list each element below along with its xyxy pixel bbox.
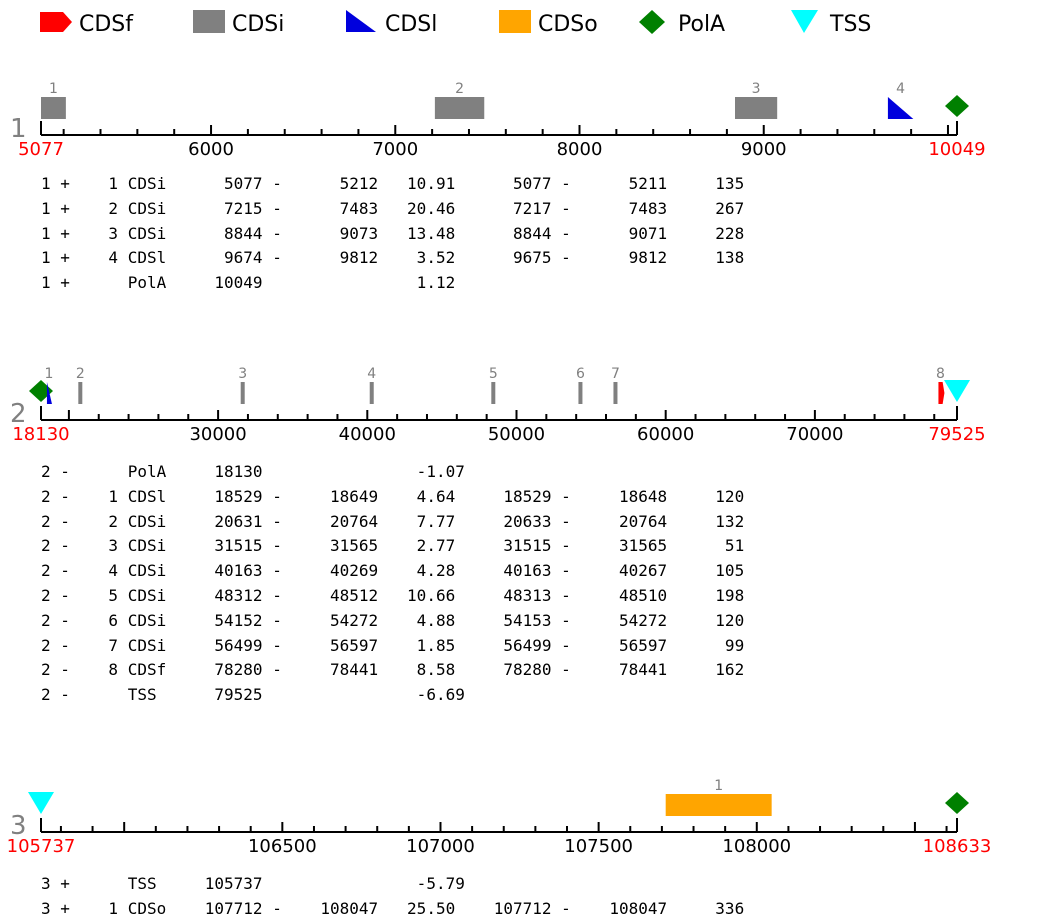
track-2-feature-cdsf-8-number: 8: [936, 366, 945, 382]
track-1-tick-label: 9000: [741, 139, 787, 160]
track-1-feature-cdsi-3-number: 3: [752, 81, 761, 97]
track-2-tick-label: 30000: [189, 424, 246, 445]
track-2-table-row: 2 - 2 CDSi 20631 - 20764 7.77 20633 - 20…: [41, 511, 745, 531]
track-3-end-label: 108633: [923, 836, 992, 857]
track-1-table-row: 1 + PolA 10049 1.12: [41, 273, 456, 293]
track-2-start-label: 18130: [12, 424, 69, 445]
track-2-table-row: 2 - PolA 18130 -1.07: [41, 462, 465, 481]
legend-cdso-label: CDSo: [538, 12, 598, 37]
track-3-number: 3: [10, 811, 27, 841]
track-3-start-label: 105737: [7, 836, 76, 857]
track-2-table-row: 2 - 6 CDSi 54152 - 54272 4.88 54153 - 54…: [41, 610, 745, 630]
track-3-tick-label: 107500: [564, 836, 633, 857]
legend-cdsl-swatch: [346, 10, 376, 32]
track-3-table-row: 3 + 1 CDSo 107712 - 108047 25.50 107712 …: [41, 898, 745, 918]
track-2-number: 2: [10, 399, 27, 429]
track-1-start-label: 5077: [18, 139, 64, 160]
legend-tss-swatch: [791, 10, 818, 33]
track-1-tick-label: 8000: [557, 139, 603, 160]
track-2-table-row: 2 - 3 CDSi 31515 - 31565 2.77 31515 - 31…: [41, 536, 745, 556]
track-1-feature-pola: [945, 95, 969, 117]
track-2-feature-tss: [944, 380, 970, 402]
track-1-table-row: 1 + 1 CDSi 5077 - 5212 10.91 5077 - 5211…: [41, 174, 745, 193]
track-1-feature-cdsi-3: [735, 97, 778, 119]
legend-tss-label: TSS: [830, 12, 872, 37]
track-2-table-row: 2 - 8 CDSf 78280 - 78441 8.58 78280 - 78…: [41, 660, 745, 680]
track-1-end-label: 10049: [928, 139, 985, 160]
track-2-feature-cdsi-6-number: 6: [576, 366, 585, 382]
track-2-feature-cdsi-4-number: 4: [367, 366, 376, 382]
track-2-feature-cdsi-7-number: 7: [611, 366, 620, 382]
track-2-feature-cdsi-2-number: 2: [76, 366, 85, 382]
track-1-feature-cdsi-2: [434, 97, 485, 119]
track-2-feature-cdsl-1-number: 1: [44, 366, 53, 382]
track-3-feature-pola: [945, 792, 969, 814]
track-1-feature-cdsl-4: [887, 97, 914, 119]
track-2-tick-label: 50000: [488, 424, 545, 445]
legend-pola-label: PolA: [678, 12, 726, 37]
track-3-tick-label: 108000: [722, 836, 791, 857]
track-1-tick-label: 7000: [372, 139, 418, 160]
legend-cdsi-swatch: [193, 10, 225, 33]
legend-cdsi-label: CDSi: [232, 12, 285, 37]
legend-cdsf-swatch: [40, 12, 72, 32]
track-1-feature-cdsi-1-number: 1: [49, 81, 58, 97]
track-2-tick-label: 40000: [339, 424, 396, 445]
track-2-feature-cdsi-5-number: 5: [489, 366, 498, 382]
track-1-feature-cdsi-1: [41, 97, 66, 119]
legend-pola-swatch: [639, 10, 665, 34]
track-2-table-row: 2 - 1 CDSl 18529 - 18649 4.64 18529 - 18…: [41, 486, 745, 506]
legend-cdso-swatch: [499, 10, 531, 33]
track-3-feature-cdso-1: [665, 794, 772, 816]
track-2-feature-cdsf-8: [938, 382, 945, 404]
track-3-tick-label: 106500: [248, 836, 317, 857]
track-2-feature-cdsi-3: [240, 382, 245, 404]
track-1-feature-cdsi-2-number: 2: [455, 81, 464, 97]
track-1-table-row: 1 + 3 CDSi 8844 - 9073 13.48 8844 - 9071…: [41, 223, 745, 243]
track-2-feature-cdsi-4: [369, 382, 374, 404]
track-2-feature-cdsi-2: [78, 382, 83, 404]
track-2-feature-cdsi-5: [491, 382, 496, 404]
track-2-feature-cdsi-3-number: 3: [238, 366, 247, 382]
track-2-feature-cdsl-1: [46, 382, 52, 404]
legend-cdsl-label: CDSl: [385, 12, 438, 37]
track-1-feature-cdsl-4-number: 4: [896, 81, 905, 97]
track-2-feature-cdsi-7: [613, 382, 618, 404]
track-2-table-row: 2 - 4 CDSi 40163 - 40269 4.28 40163 - 40…: [41, 561, 745, 581]
track-2-end-label: 79525: [928, 424, 985, 445]
track-3-feature-cdso-1-number: 1: [714, 778, 723, 794]
track-2-table-row: 2 - 5 CDSi 48312 - 48512 10.66 48313 - 4…: [41, 586, 745, 605]
track-2-tick-label: 70000: [786, 424, 843, 445]
track-2-tick-label: 60000: [637, 424, 694, 445]
track-3-table-row: 3 + TSS 105737 -5.79: [41, 874, 465, 893]
track-1-number: 1: [10, 114, 27, 144]
track-1-table-row: 1 + 2 CDSi 7215 - 7483 20.46 7217 - 7483…: [41, 198, 745, 218]
track-2-feature-cdsi-6: [578, 382, 583, 404]
track-3-feature-tss: [28, 792, 54, 814]
track-3-tick-label: 107000: [406, 836, 475, 857]
track-1-table-row: 1 + 4 CDSl 9674 - 9812 3.52 9675 - 9812 …: [41, 248, 745, 268]
track-2-table-row: 2 - 7 CDSi 56499 - 56597 1.85 56499 - 56…: [41, 635, 745, 655]
legend-cdsf-label: CDSf: [79, 12, 134, 37]
track-2-table-row: 2 - TSS 79525 -6.69: [41, 685, 465, 705]
track-1-tick-label: 6000: [188, 139, 234, 160]
